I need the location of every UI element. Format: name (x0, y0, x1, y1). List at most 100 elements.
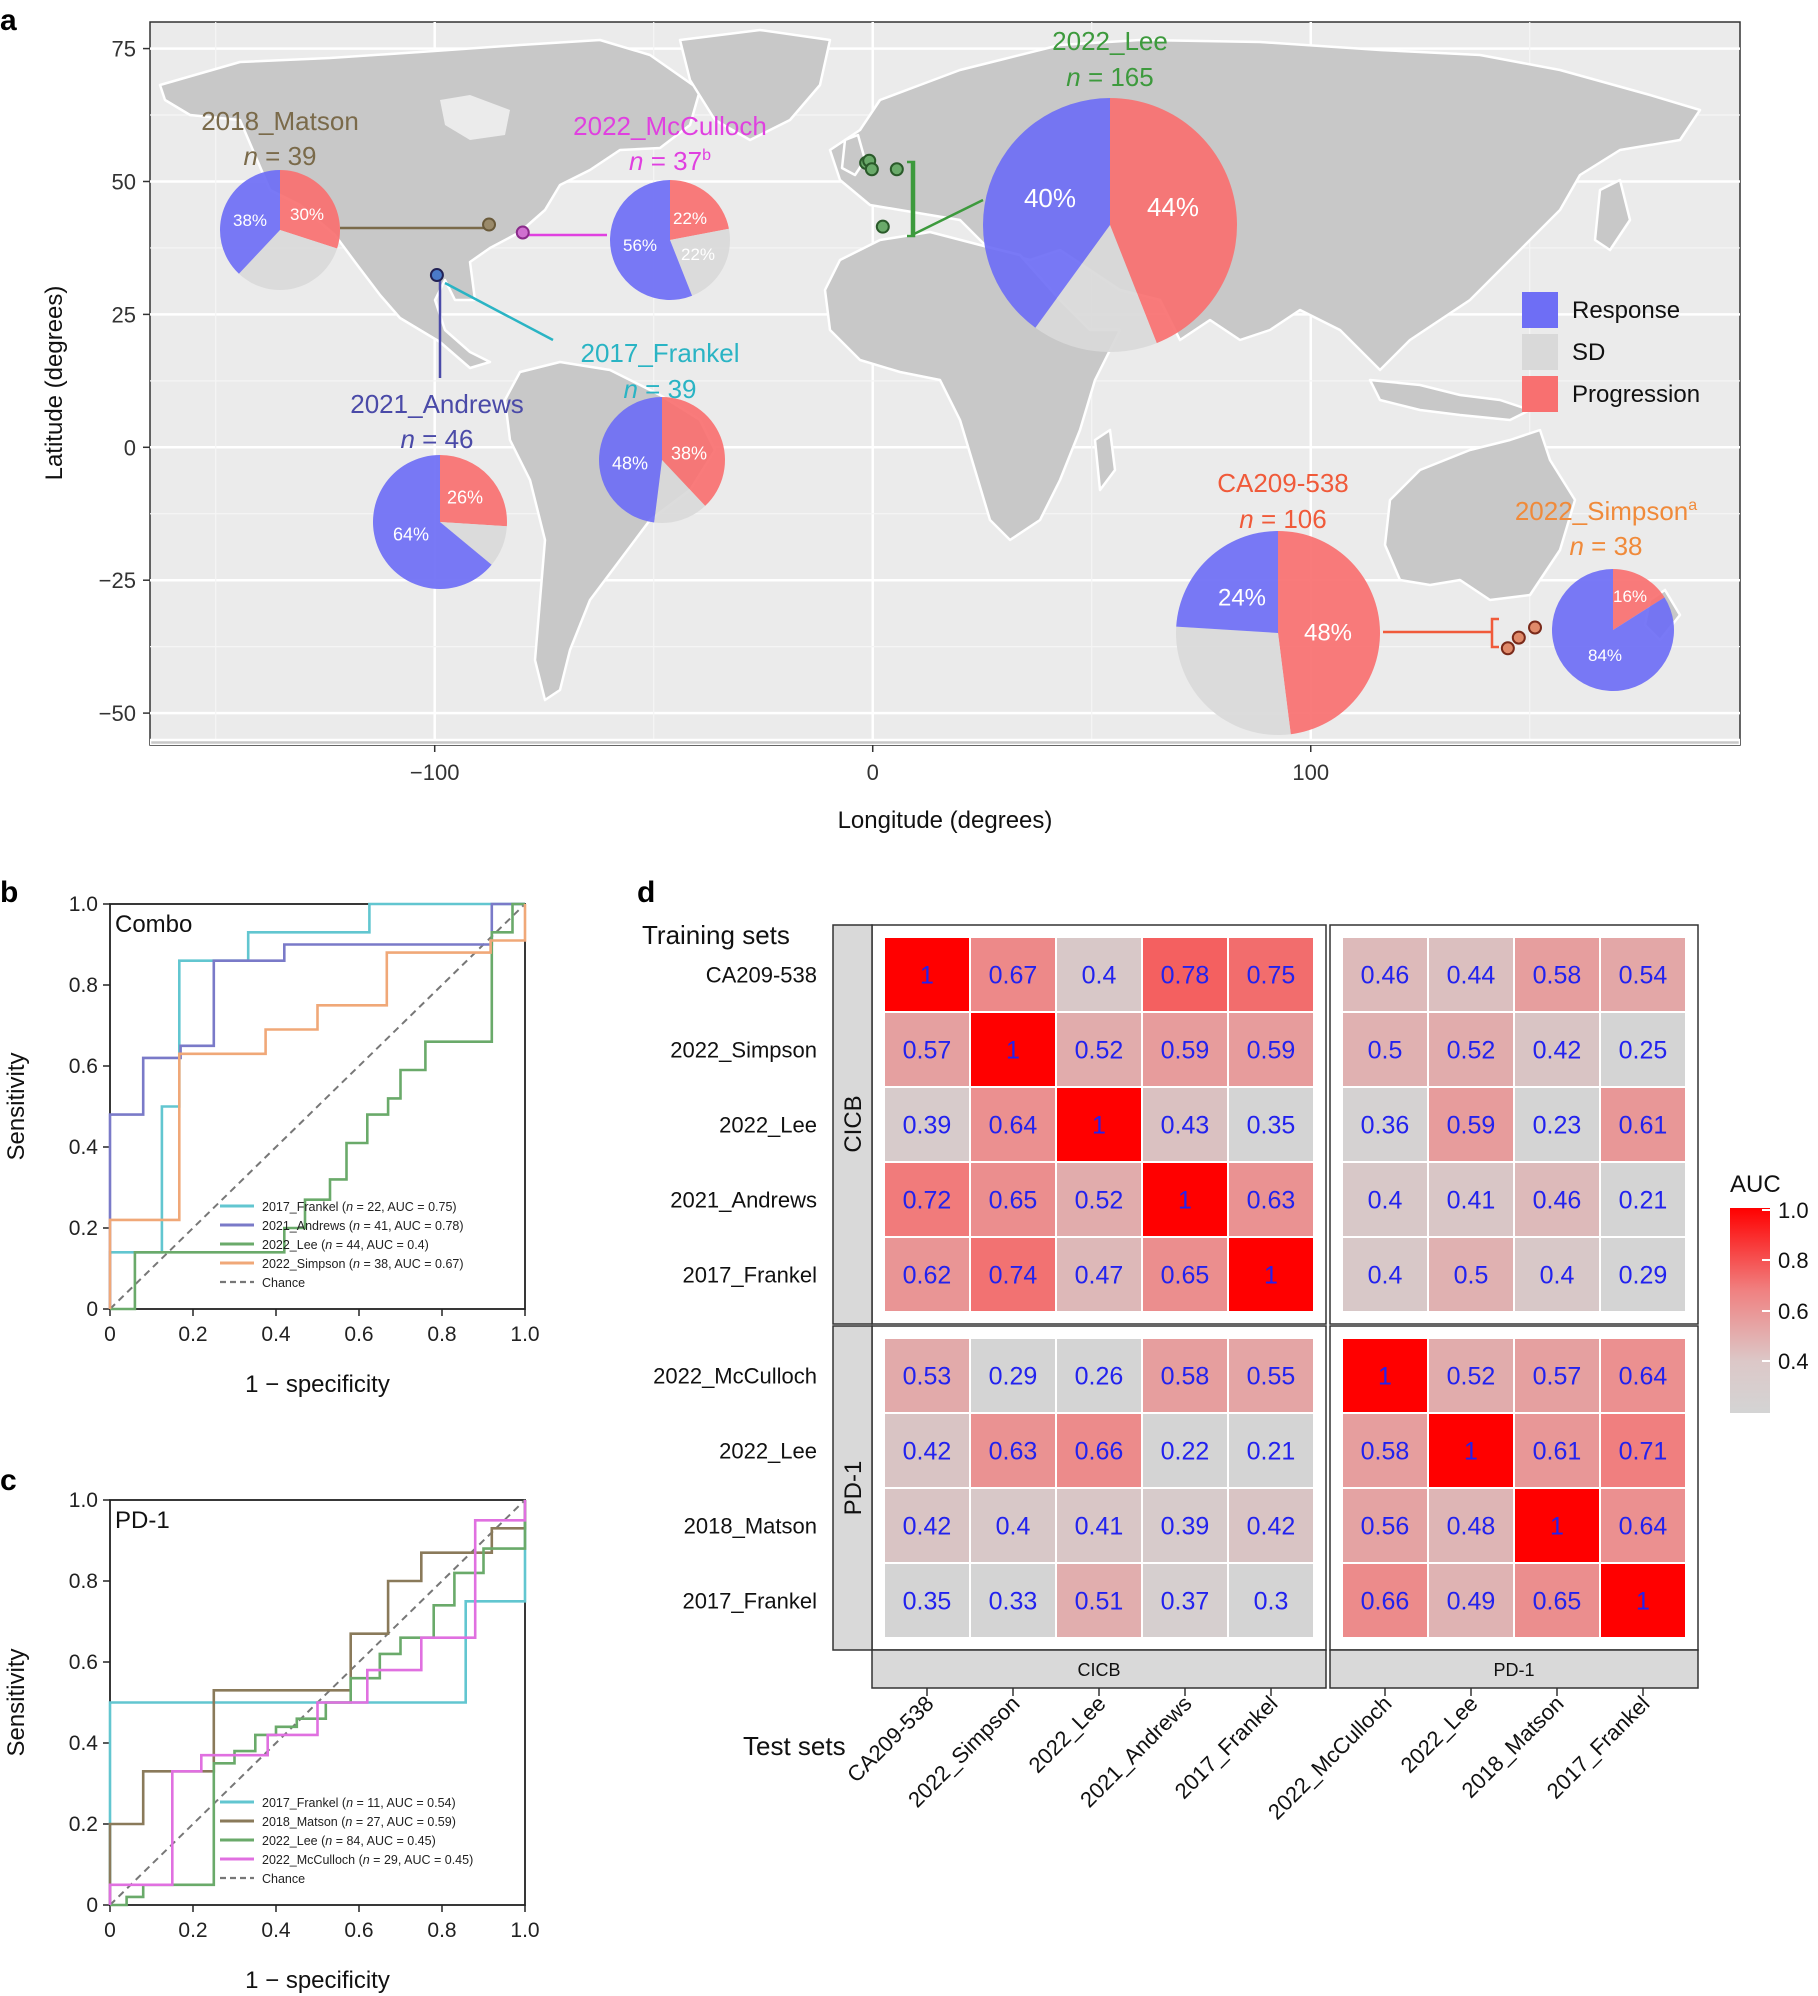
heatmap-cell-value: 0.21 (1619, 1187, 1668, 1215)
heatmap-cell (1227, 1236, 1315, 1313)
map-ylabel: Latitude (degrees) (41, 286, 68, 481)
cohort-n: n = 39 (243, 141, 316, 171)
col-strip-pd1 (1329, 1649, 1699, 1689)
heatmap-cell-value: 0.62 (903, 1262, 952, 1290)
heatmap-cell (1513, 1412, 1601, 1489)
heatmap-cell (1341, 1487, 1429, 1564)
pie-slice-sd (670, 228, 730, 296)
pie-label-progression: 30% (290, 205, 324, 224)
antarctica-land (150, 738, 1740, 745)
heatmap-cell (1141, 1487, 1229, 1564)
heatmap-cell-value: 0.25 (1619, 1037, 1668, 1065)
heatmap-cell (1513, 1236, 1601, 1313)
heatmap-cell-value: 0.46 (1533, 1187, 1582, 1215)
auc-legend-title: AUC (1730, 1171, 1781, 1198)
heatmap-cell (1427, 1562, 1515, 1639)
heatmap-cell-value: 1 (1378, 1363, 1392, 1391)
n-symbol: n (400, 424, 414, 454)
row-label: 2018_Matson (684, 1514, 817, 1539)
heatmap-cell (1427, 1487, 1515, 1564)
roc-xtick-label: 0 (104, 1323, 116, 1346)
roc-legend-label: 2022_Lee (n = 84, AUC = 0.45) (262, 1834, 436, 1848)
pie-label-response: 64% (393, 524, 429, 544)
roc-xtick-label: 0.8 (427, 1919, 456, 1942)
heatmap-cell (1227, 1412, 1315, 1489)
map-ytick-label: 75 (112, 37, 136, 62)
pie-label-progression: 26% (447, 487, 483, 507)
pie-slice-sd (238, 230, 338, 290)
roc-ytick-label: 1.0 (69, 893, 98, 916)
panel-label-c: c (0, 1464, 17, 1497)
heatmap-cell-value: 0.22 (1161, 1438, 1210, 1466)
heatmap-cell-value: 0.66 (1361, 1588, 1410, 1616)
heatmap-cell (969, 936, 1057, 1013)
indonesia-land (1368, 378, 1532, 422)
roc-ytick-label: 0.4 (69, 1732, 99, 1755)
auc-heatmap-panel: 1 0.67 0.4 0.78 0.75 0.57 1 0.52 0.59 0.59 0.39 0.6… (642, 920, 1809, 1824)
heatmap-cell (1427, 1337, 1515, 1414)
roc-curve-2017-frankel (108, 1500, 527, 1905)
pie-slice-progression (280, 170, 340, 249)
pie-label-sd: 22% (681, 245, 715, 264)
cohort-name: 2021_Andrews (350, 389, 523, 419)
n-symbol: n (629, 146, 643, 176)
row-label: 2022_Lee (719, 1113, 817, 1138)
col-strip-label-pd1: PD-1 (1493, 1660, 1534, 1680)
roc-ytick-label: 0 (86, 1894, 98, 1917)
roc-curve-2022-lee (110, 1500, 527, 1907)
legend-label-sd: SD (1572, 339, 1605, 366)
row-label: 2017_Frankel (682, 1589, 817, 1614)
roc-xtick-label: 0.8 (427, 1323, 456, 1346)
row-label: CA209-538 (706, 963, 817, 988)
auc-colorbar-label: 0.6 (1778, 1299, 1809, 1324)
heatmap-cell-value: 0.58 (1361, 1438, 1410, 1466)
heatmap-cell-value: 0.57 (1533, 1363, 1582, 1391)
row-label: 2022_Lee (719, 1439, 817, 1464)
heatmap-cell (1599, 1337, 1687, 1414)
map-xtick-label: 0 (867, 760, 879, 785)
training-sets-label: Training sets (642, 920, 790, 950)
heatmap-cell-value: 1 (1006, 1037, 1020, 1065)
cohort-name: CA209-538 (1217, 468, 1349, 498)
pie-label-progression: 16% (1613, 587, 1647, 606)
pie-label-progression: 48% (1304, 619, 1352, 646)
heatmap-cell-value: 0.56 (1361, 1513, 1410, 1541)
roc-legend-label: 2017_Frankel (n = 11, AUC = 0.54) (262, 1796, 456, 1810)
bracket-ca209 (1490, 617, 1499, 649)
heatmap-cell (1599, 1011, 1687, 1088)
cohort-n: n = 38 (1569, 531, 1642, 561)
pie-slice-response (598, 397, 662, 523)
auc-colorbar-label: 0.4 (1778, 1349, 1809, 1374)
heatmap-cell-value: 0.52 (1447, 1037, 1496, 1065)
n-symbol: n (1239, 504, 1253, 534)
roc-xtick-label: 0.4 (261, 1323, 291, 1346)
n-value: = 37 (644, 146, 703, 176)
heatmap-cell (1599, 1562, 1687, 1639)
heatmap-cell-value: 0.59 (1247, 1037, 1296, 1065)
roc-curve-2022-lee (110, 902, 525, 1311)
test-sets-label: Test sets (743, 1731, 846, 1761)
roc-xtick-label: 1.0 (510, 1919, 539, 1942)
heatmap-cell-value: 0.4 (1082, 962, 1117, 990)
row-label: 2022_Simpson (670, 1038, 817, 1063)
col-label: 2022_Lee (1024, 1691, 1111, 1778)
pie-label-response: 38% (233, 211, 267, 230)
heatmap-cell-value: 0.58 (1533, 962, 1582, 990)
heatmap-cell-value: 0.64 (1619, 1513, 1668, 1541)
roc-legend-label: 2022_McCulloch (n = 29, AUC = 0.45) (262, 1853, 473, 1867)
heatmap-cell-value: 0.66 (1075, 1438, 1124, 1466)
map-ytick-label: 0 (124, 435, 136, 460)
heatmap-cell-value: 0.53 (903, 1363, 952, 1391)
cohort-name: 2022_Simpsona (1515, 496, 1697, 526)
pie-slice-progression (1278, 531, 1380, 735)
heatmap-cell-value: 1 (1264, 1262, 1278, 1290)
map-axes: −100 0 100 75 50 25 0 −25 −50 Longitude (degrees)… (41, 37, 1329, 834)
row-label: 2017_Frankel (682, 1263, 817, 1288)
heatmap-cell (1055, 1236, 1143, 1313)
heatmap-cell-value: 0.41 (1447, 1187, 1496, 1215)
roc-chance-line (109, 903, 526, 1310)
roc-ylabel: Sensitivity (3, 1052, 30, 1160)
n-value: = 165 (1081, 62, 1154, 92)
